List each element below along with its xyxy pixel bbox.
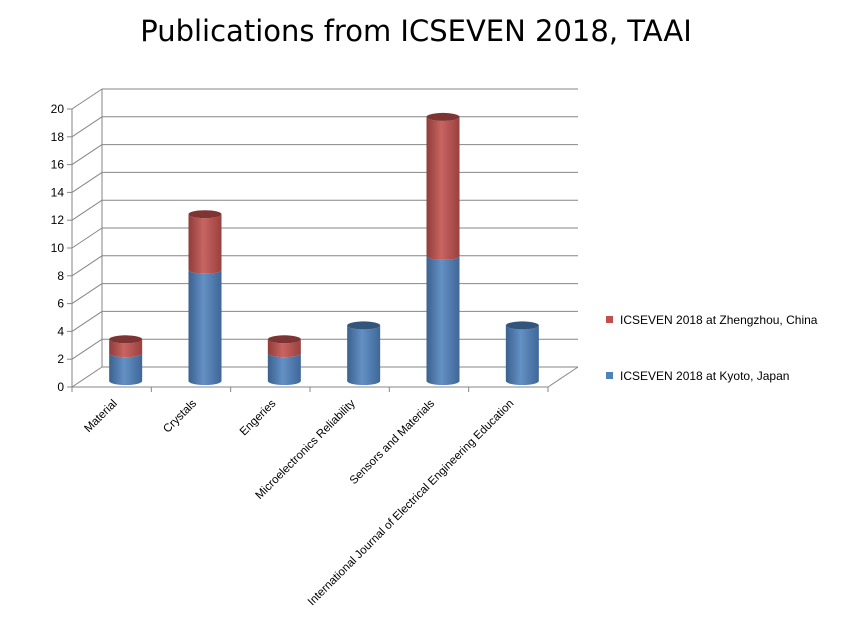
floor-right-edge [547,366,579,388]
legend-swatch [606,372,613,379]
x-category-label: Sensors and Materials [348,397,438,487]
bar-top-cap [347,321,381,330]
bar-segment [426,116,460,260]
bar-segment [347,325,381,385]
bar-segment [505,325,539,385]
x-category-label: Crystals [161,397,199,435]
bar-segment [267,353,301,385]
grid-layer [71,88,578,388]
bar-stack [347,321,381,385]
gridline-diagonal [71,116,103,138]
gridline-diagonal [71,338,103,360]
legend: ICSEVEN 2018 at Zhengzhou, China ICSEVEN … [606,313,818,383]
bar-top-cap [267,335,301,344]
y-tick-label: 0 [57,380,64,394]
bar-segment [109,339,143,358]
gridline-diagonal [71,366,103,388]
bar-stack [109,335,143,385]
legend-label: ICSEVEN 2018 at Zhengzhou, China [620,313,818,327]
gridline-diagonal [71,255,103,277]
bar-stack [188,210,222,385]
y-tick-label: 14 [51,185,65,199]
y-tick-label: 18 [51,130,65,144]
bar-segment [426,255,460,385]
bars-layer [109,112,539,385]
bar-top-cap [188,210,222,219]
bar-stack [426,112,460,385]
y-tick-label: 20 [51,102,65,116]
y-tick-label: 4 [57,324,64,338]
gridline-diagonal [71,171,103,193]
axis-layer [67,89,579,392]
y-tick-label: 8 [57,269,64,283]
bar-segment [188,269,222,385]
bar-top-cap [505,321,539,330]
y-tick-label: 6 [57,297,64,311]
bar-stack [267,335,301,385]
y-tick-label: 16 [51,158,65,172]
y-tick-label: 2 [57,352,64,366]
bar-stack [505,321,539,385]
gridline-diagonal [71,310,103,332]
gridline-diagonal [71,144,103,166]
bar-top-cap [109,335,143,344]
legend-label: ICSEVEN 2018 at Kyoto, Japan [620,369,789,383]
x-category-label: Material [82,398,119,435]
gridline-diagonal [71,283,103,305]
gridline-diagonal [71,88,103,110]
gridline-diagonal [71,227,103,249]
bar-segment [267,339,301,358]
bar-segment [109,353,143,385]
bar-top-cap [426,112,460,121]
y-tick-label: 10 [51,241,65,255]
chart-title: Publications from ICSEVEN 2018, TAAI [140,14,692,48]
legend-swatch [606,316,613,323]
gridline-diagonal [71,199,103,221]
x-category-label: Engeries [238,397,279,438]
bar-segment [188,214,222,274]
y-tick-label: 12 [51,213,65,227]
